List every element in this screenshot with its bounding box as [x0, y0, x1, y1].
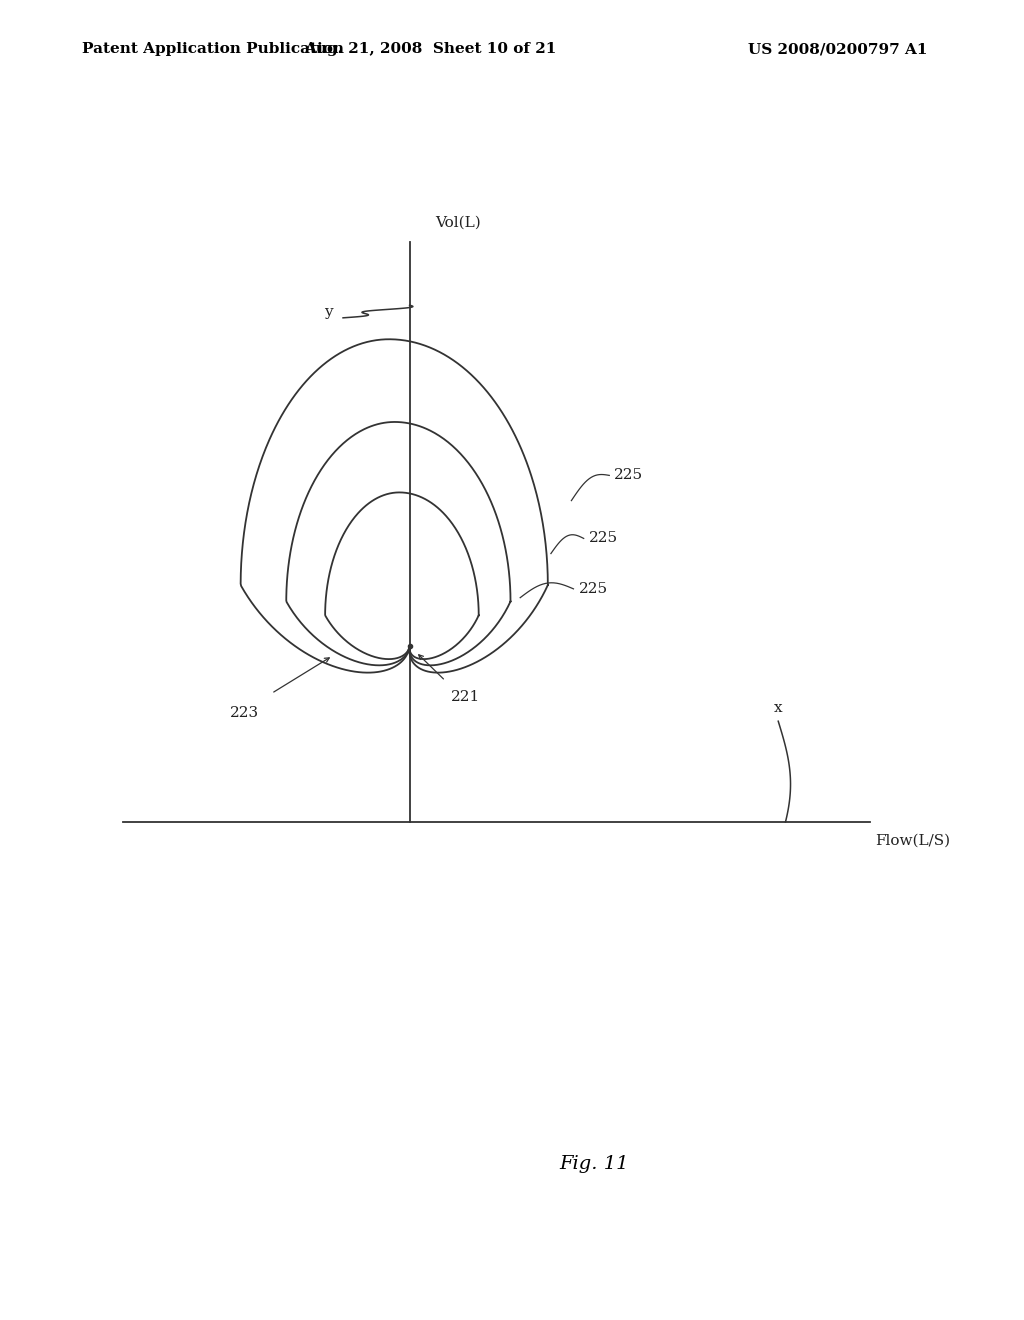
- Text: 225: 225: [614, 469, 643, 482]
- Text: Flow(L/S): Flow(L/S): [876, 834, 950, 847]
- Text: 223: 223: [230, 706, 259, 721]
- Text: 225: 225: [589, 532, 617, 545]
- Text: Aug. 21, 2008  Sheet 10 of 21: Aug. 21, 2008 Sheet 10 of 21: [304, 42, 556, 57]
- Text: US 2008/0200797 A1: US 2008/0200797 A1: [748, 42, 927, 57]
- Text: Vol(L): Vol(L): [435, 215, 481, 230]
- Text: 221: 221: [451, 689, 480, 704]
- Text: Fig. 11: Fig. 11: [559, 1155, 629, 1173]
- Text: y: y: [325, 305, 333, 318]
- Text: 225: 225: [579, 582, 607, 595]
- Text: Patent Application Publication: Patent Application Publication: [82, 42, 344, 57]
- Text: x: x: [774, 701, 782, 715]
